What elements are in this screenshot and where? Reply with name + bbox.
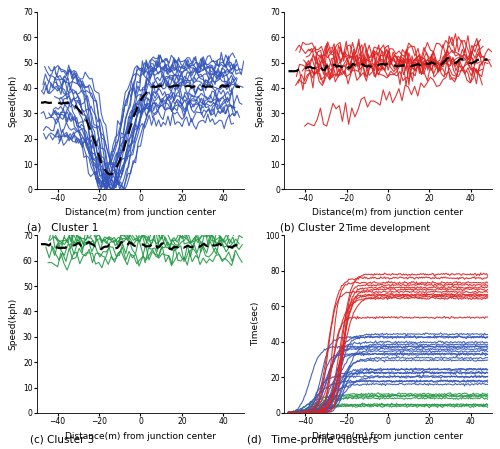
Text: (d)   Time-profile clusters: (d) Time-profile clusters [247, 435, 378, 445]
X-axis label: Distance(m) from junction center: Distance(m) from junction center [312, 208, 464, 217]
Text: (c) Cluster 3: (c) Cluster 3 [30, 435, 94, 445]
Y-axis label: Speed(kph): Speed(kph) [8, 298, 18, 350]
Text: (a)   Cluster 1: (a) Cluster 1 [27, 222, 98, 232]
Title: Time development: Time development [346, 224, 430, 233]
Y-axis label: Speed(kph): Speed(kph) [256, 75, 265, 127]
Text: (b) Cluster 2: (b) Cluster 2 [280, 222, 345, 232]
X-axis label: Distance(m) from junction center: Distance(m) from junction center [312, 431, 464, 440]
X-axis label: Distance(m) from junction center: Distance(m) from junction center [65, 208, 216, 217]
Y-axis label: Time(sec): Time(sec) [251, 302, 260, 346]
X-axis label: Distance(m) from junction center: Distance(m) from junction center [65, 431, 216, 440]
Y-axis label: Speed(kph): Speed(kph) [8, 75, 18, 127]
